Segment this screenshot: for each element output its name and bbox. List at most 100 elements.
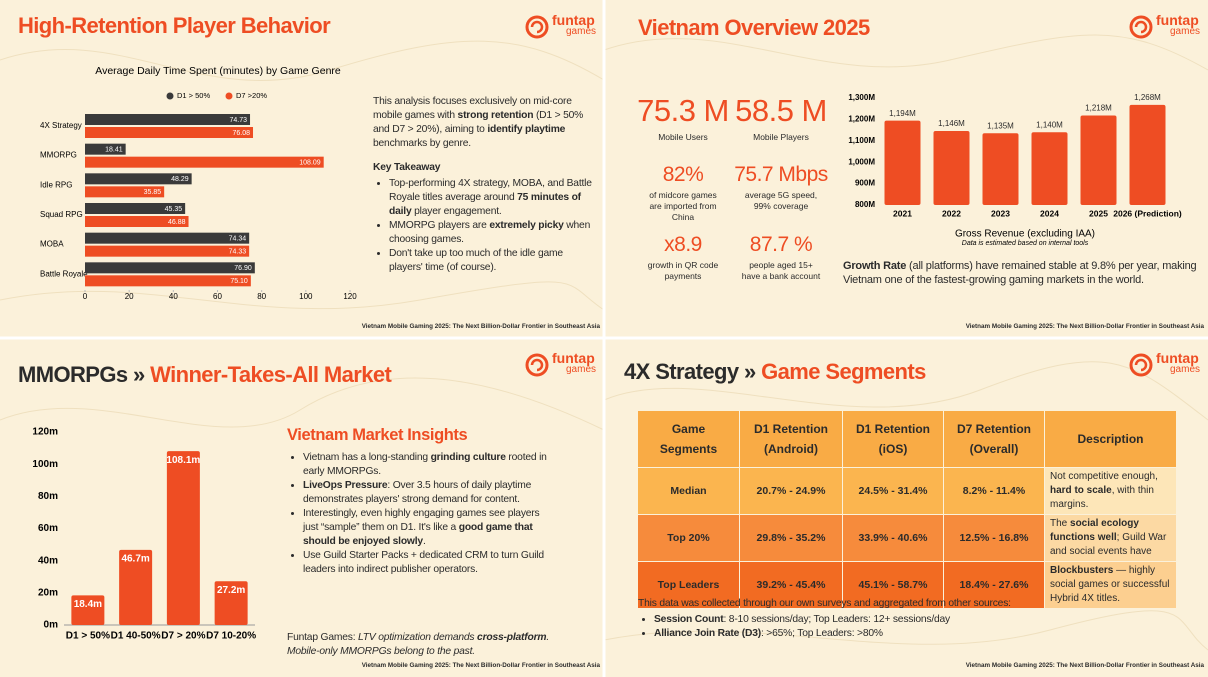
value-label: 75.10 (230, 278, 248, 285)
text-run: rooted in early MMORPGs. (303, 452, 547, 477)
bar (884, 120, 921, 205)
stat-label: growth in QR code payments (647, 260, 719, 281)
text-run: Top-performing 4X strategy, MOBA, and Ba… (389, 178, 592, 203)
x-tick-label: 20 (125, 292, 134, 301)
bar (214, 581, 248, 625)
cell: 12.5% - 16.8% (943, 514, 1045, 562)
chart-title: Average Daily Time Spent (minutes) by Ga… (95, 65, 341, 77)
x-tick-label: 120 (343, 292, 357, 301)
text-run: Blockbusters (1050, 565, 1114, 576)
closing: Funtap Games: LTV optimization demands c… (287, 631, 557, 659)
cell: 29.8% - 35.2% (739, 514, 843, 562)
x-tick-label: 0 (83, 292, 88, 301)
row: Top 20% 29.8% - 35.2% 33.9% - 40.6% 12.5% -… (637, 514, 1177, 562)
row: Top Leaders 39.2% - 45.4% 45.1% - 58.7% 18.… (637, 561, 1177, 609)
category-label: 2022 (942, 208, 961, 218)
segments-table: Game Segments D1 Retention (Android) D1 Re… (637, 410, 1177, 609)
y-tick-label: 60m (38, 523, 58, 534)
text-run: MMORPGs » (18, 362, 151, 387)
contour-lines (0, 34, 1208, 651)
cell: 24.5% - 31.4% (842, 467, 944, 515)
y-tick-label: 800M (855, 200, 875, 209)
y-tick-label: 1,200M (848, 115, 875, 124)
logo-mark (525, 353, 549, 377)
category-label: Idle RPG (40, 180, 72, 189)
y-tick-label: 1,100M (848, 136, 875, 145)
value-label: 27.2m (217, 585, 245, 596)
text-run: High-Retention Player Behavior (18, 13, 331, 38)
value-label: 1,146M (938, 119, 965, 128)
category-label: 2025 (1089, 208, 1108, 218)
panel-title: 4X Strategy » Game Segments (624, 359, 926, 385)
logo-name: funtap (552, 12, 595, 28)
stat-label: Mobile Players (753, 132, 809, 142)
cell: 39.2% - 45.4% (739, 561, 843, 609)
value-label: 76.90 (234, 265, 252, 272)
bullet: Vietnam has a long-standing grinding cul… (303, 451, 557, 479)
text-run: Funtap Games: (287, 632, 359, 643)
text-block: Vietnam Market Insights Vietnam has a lo… (287, 425, 557, 577)
text-run: 75 minutes of daily (389, 192, 581, 217)
value-label: 74.34 (229, 236, 247, 243)
bar (71, 595, 105, 625)
value-label: 1,140M (1036, 120, 1063, 129)
bar (85, 186, 165, 198)
stat: 87.7 % people aged 15+ have a bank accoun… (732, 232, 830, 302)
bar (85, 275, 251, 287)
value-label: 108.09 (299, 160, 321, 167)
text-run: The (1050, 518, 1071, 529)
bar (1031, 132, 1068, 205)
logo-mark (530, 20, 544, 34)
cell: 20.7% - 24.9% (739, 467, 843, 515)
bar (982, 133, 1019, 205)
cell: 45.1% - 58.7% (842, 561, 944, 609)
cell: 8.2% - 11.4% (943, 467, 1045, 515)
stat-value: 58.5 M (735, 93, 827, 128)
value-label: 1,135M (987, 121, 1014, 130)
bullet: Top-performing 4X strategy, MOBA, and Ba… (389, 177, 595, 219)
bar (933, 130, 970, 205)
text-run: identify playtime (487, 124, 566, 135)
bar (85, 156, 324, 168)
logo: funtap games (1156, 351, 1208, 375)
logo-name: funtap (552, 350, 595, 366)
stat-label: Mobile Users (658, 132, 708, 142)
bullet: Use Guild Starter Packs + dedicated CRM … (303, 549, 557, 577)
bar (85, 173, 192, 185)
logo: funtap games (552, 12, 622, 37)
value-label: 45.35 (165, 206, 183, 213)
y-tick-label: 120m (32, 427, 58, 438)
logo-mark (530, 358, 544, 372)
bar (85, 143, 126, 155)
value-label: 74.73 (229, 117, 247, 124)
cell: Top 20% (637, 514, 740, 562)
text-run: Vietnam Overview 2025 (638, 15, 870, 40)
text-run: : Over 3.5 hours of daily playtime demon… (303, 480, 532, 505)
logo-sub: games (566, 26, 597, 37)
legend-label: D7 >20% (236, 91, 267, 100)
category-label: D1 > 50% (66, 631, 110, 642)
value-label: 35.85 (144, 189, 162, 196)
y-tick-label: 1,000M (848, 157, 875, 166)
bullet: Interestingly, even highly engaging game… (303, 507, 557, 549)
text-run: social ecology functions well (1050, 518, 1139, 543)
contour (603, 610, 1208, 651)
stat-value: 75.3 M (637, 93, 729, 128)
annotation: Data is estimated based on internal tool… (962, 240, 1089, 247)
text-run: Use Guild Starter Packs + dedicated CRM … (303, 550, 544, 575)
stat: 75.7 Mbps average 5G speed, 99% coverage (732, 162, 830, 232)
text-run: This analysis focuses exclusively on mid… (373, 96, 572, 121)
text-run: Interestingly, even highly engaging game… (303, 508, 540, 533)
footer: Vietnam Mobile Gaming 2025: The Next Bil… (361, 323, 600, 330)
cell: The social ecology functions well; Guild… (1044, 514, 1177, 562)
category-label: 2026 (Prediction) (1113, 208, 1182, 218)
value-label: 76.08 (232, 130, 250, 137)
footer: Vietnam Mobile Gaming 2025: The Next Bil… (965, 323, 1204, 330)
text-run: extremely picky (489, 220, 564, 231)
logo-name: funtap (1156, 12, 1199, 28)
category-label: Squad RPG (40, 210, 83, 219)
cell: 18.4% - 27.6% (943, 561, 1045, 609)
bar (119, 549, 153, 625)
